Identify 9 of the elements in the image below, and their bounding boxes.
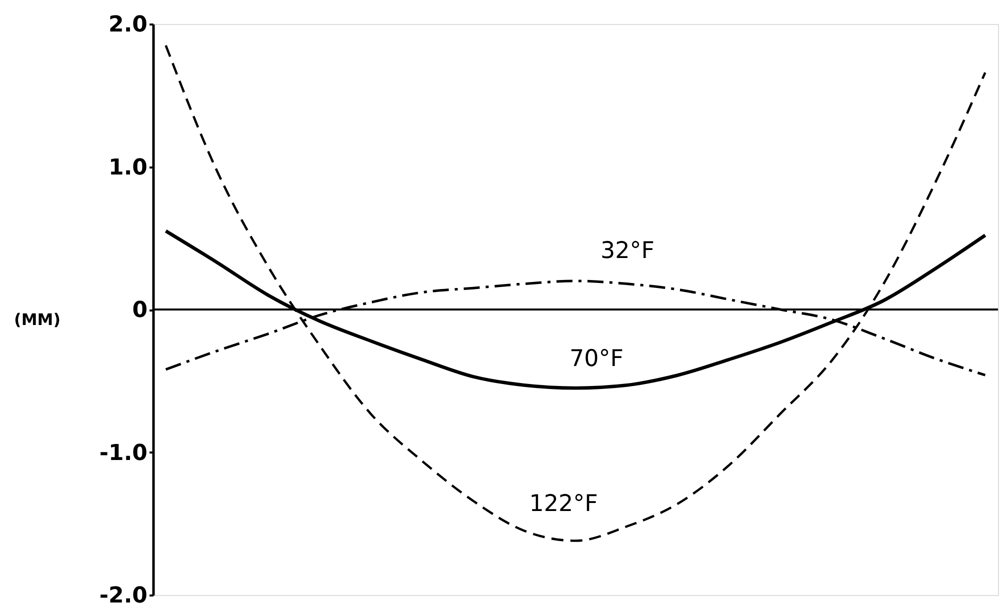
series-label: 122°F (529, 490, 598, 517)
y-tick-label: 2.0 (108, 12, 148, 38)
y-axis-title: (MM) (14, 310, 60, 329)
y-tick-label: -1.0 (99, 440, 148, 466)
series-label: 32°F (600, 238, 654, 264)
y-tick-label: 0 (132, 298, 148, 323)
y-tick-label: -2.0 (99, 584, 148, 608)
y-tick-label: 1.0 (108, 155, 148, 180)
series-label: 70°F (570, 346, 624, 372)
